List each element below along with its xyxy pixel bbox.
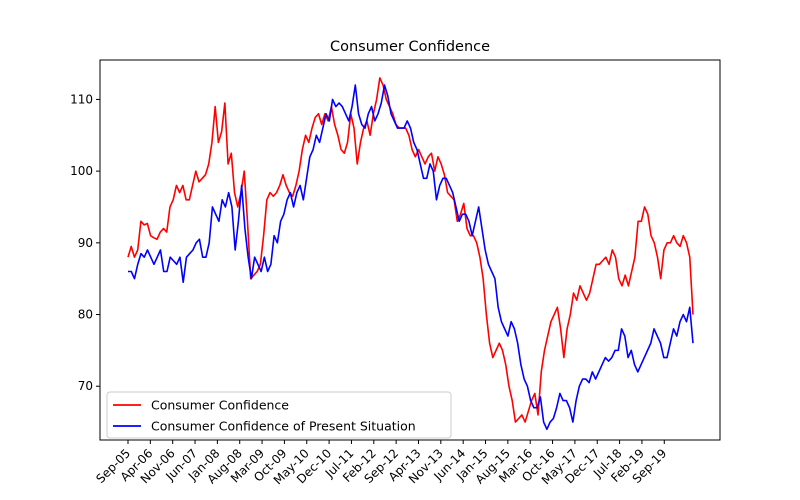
y-tick-label: 90 xyxy=(78,236,93,250)
x-axis: Sep-05Apr-06Nov-06Jun-07Jan-08Aug-08Mar-… xyxy=(93,440,669,487)
plot-frame xyxy=(99,59,721,441)
y-axis: 70 80 90 100 110 xyxy=(70,92,100,393)
legend: Consumer Confidence Consumer Confidence o… xyxy=(106,391,452,439)
legend-box xyxy=(106,391,452,439)
y-tick-label: 80 xyxy=(78,308,93,322)
y-tick-label: 70 xyxy=(78,379,93,393)
series-line-1 xyxy=(127,77,694,423)
y-tick-label: 100 xyxy=(70,164,93,178)
legend-label: Consumer Confidence xyxy=(151,398,289,413)
legend-label: Consumer Confidence of Present Situation xyxy=(151,419,416,434)
y-tick-label: 110 xyxy=(70,92,93,106)
series-line-2 xyxy=(128,84,694,431)
plot-area xyxy=(127,77,694,431)
chart-title: Consumer Confidence xyxy=(330,39,490,55)
